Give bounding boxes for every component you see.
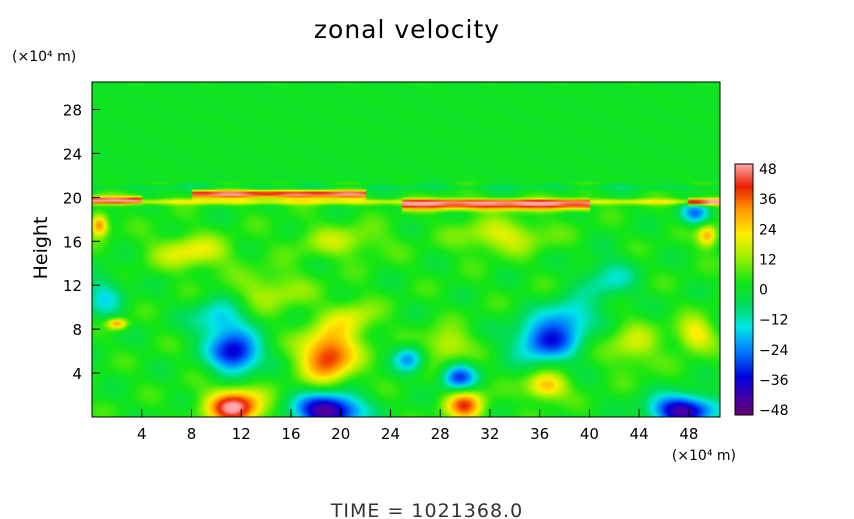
y-axis-unit: (×10⁴ m) xyxy=(12,49,76,65)
y-tick-label: 4 xyxy=(72,365,82,383)
y-axis-label: Height xyxy=(30,217,52,280)
colorbar-frame xyxy=(734,163,754,416)
x-axis-unit: (×10⁴ m) xyxy=(672,448,736,464)
x-tick-label: 12 xyxy=(232,425,251,443)
time-label: TIME = 1021368.0 xyxy=(330,500,523,519)
chart-title: zonal velocity xyxy=(314,15,500,44)
colorbar-tick-label: 12 xyxy=(759,252,777,268)
x-tick-label: 44 xyxy=(630,425,649,443)
y-tick-label: 12 xyxy=(63,277,82,295)
y-tick-label: 24 xyxy=(63,145,82,163)
colorbar-tick-label: 24 xyxy=(759,222,777,238)
y-tick-label: 8 xyxy=(72,321,82,339)
colorbar-tick-label: −24 xyxy=(759,343,789,359)
x-tick-label: 36 xyxy=(530,425,549,443)
colorbar-tick-label: −48 xyxy=(759,403,789,419)
y-tick-label: 16 xyxy=(63,233,82,251)
y-tick-label: 28 xyxy=(63,101,82,119)
x-tick-label: 24 xyxy=(381,425,400,443)
colorbar-tick-label: 0 xyxy=(759,283,768,299)
heatmap-field xyxy=(92,82,720,417)
colorbar-tick-label: 36 xyxy=(759,192,777,208)
colorbar-tick-label: −12 xyxy=(759,313,789,329)
x-axis: 4 8 12 16 20 24 28 32 36 40 44 48 xyxy=(137,409,698,443)
plot-area xyxy=(91,81,721,418)
y-tick-label: 20 xyxy=(63,189,82,207)
colorbar-gradient xyxy=(735,164,753,415)
colorbar-tick-label: 48 xyxy=(759,162,777,178)
y-axis: 4 8 12 16 20 24 28 xyxy=(63,101,100,383)
x-tick-label: 4 xyxy=(137,425,147,443)
x-tick-label: 40 xyxy=(580,425,599,443)
x-tick-label: 20 xyxy=(331,425,350,443)
colorbar: 48 36 24 12 0 −12 −24 −36 −48 xyxy=(734,162,789,419)
x-tick-label: 8 xyxy=(187,425,197,443)
x-tick-label: 32 xyxy=(480,425,499,443)
x-tick-label: 28 xyxy=(431,425,450,443)
x-tick-label: 16 xyxy=(281,425,300,443)
x-tick-label: 48 xyxy=(679,425,698,443)
plot-frame xyxy=(91,81,721,418)
colorbar-tick-label: −36 xyxy=(759,373,789,389)
